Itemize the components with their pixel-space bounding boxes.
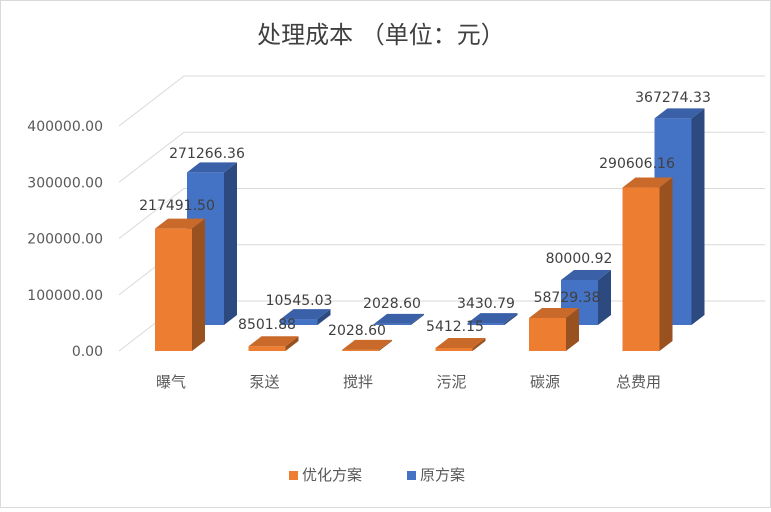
bar-top-face	[280, 309, 331, 320]
bar-front-face	[467, 323, 505, 325]
bar-side-face	[285, 336, 299, 351]
x-category-label: 搅拌	[343, 373, 373, 391]
bar	[561, 269, 611, 325]
bar-top-face	[248, 336, 299, 347]
x-category-label: 碳源	[530, 373, 560, 391]
data-labels: 271266.36 217491.50 10545.03 8501.88 2028.60…	[139, 90, 711, 339]
bar-side-face	[379, 339, 392, 351]
y-axis-ticks: 0.00 100000.00 200000.00 300000.00 400000.00	[27, 119, 103, 360]
bar-top-face	[654, 108, 705, 119]
chart-title: 处理成本 （单位：元）	[257, 21, 505, 49]
bar-side-face	[224, 162, 237, 325]
bar	[342, 339, 392, 351]
data-label: 10545.03	[266, 293, 333, 309]
bar-top-face	[529, 307, 579, 318]
bar-front-face	[622, 187, 660, 351]
bars	[155, 108, 705, 351]
bar-side-face	[411, 313, 424, 325]
bar-top-face	[342, 339, 392, 350]
gridline	[118, 188, 765, 239]
data-label: 3430.79	[457, 296, 515, 312]
bar-front-face	[435, 347, 473, 351]
legend-swatch-series-1	[289, 471, 298, 480]
bar-front-face	[248, 346, 286, 351]
bar-side-face	[691, 108, 705, 325]
bar-top-face	[622, 177, 673, 188]
bar	[435, 337, 486, 351]
bar	[622, 177, 673, 351]
bar-side-face	[317, 309, 331, 325]
x-axis-categories: 曝气 泵送 搅拌 污泥 碳源 总费用	[156, 373, 661, 391]
y-tick-label: 400000.00	[27, 119, 103, 135]
data-label: 80000.92	[546, 251, 613, 267]
legend: 优化方案 原方案	[289, 466, 465, 484]
bar-top-face	[467, 313, 518, 324]
data-label: 2028.60	[328, 323, 386, 339]
data-label: 5412.15	[426, 319, 484, 335]
y-tick-label: 100000.00	[27, 288, 103, 304]
y-tick-label: 200000.00	[27, 232, 103, 248]
bar	[248, 336, 299, 351]
data-label: 290606.16	[599, 156, 675, 172]
bar-side-face	[504, 313, 518, 325]
data-label: 217491.50	[139, 198, 215, 214]
bar-top-face	[561, 269, 611, 280]
legend-swatch-series-2	[407, 471, 416, 480]
bar	[155, 218, 205, 351]
data-label: 2028.60	[363, 296, 421, 312]
bar	[374, 313, 424, 325]
data-label: 271266.36	[169, 146, 245, 162]
legend-label-series-2: 原方案	[420, 466, 465, 484]
bar-top-face	[374, 313, 424, 324]
x-category-label: 总费用	[616, 373, 661, 391]
bar-side-face	[659, 177, 673, 351]
data-label: 58729.38	[534, 290, 601, 306]
bar-side-face	[192, 218, 205, 351]
bar-top-face	[435, 337, 486, 348]
bar	[467, 313, 518, 325]
bar-side-face	[598, 269, 611, 325]
legend-label-series-1: 优化方案	[302, 466, 362, 484]
bar-front-face	[280, 319, 318, 325]
bar-side-face	[566, 307, 579, 351]
data-label: 8501.88	[238, 317, 296, 333]
bar	[529, 307, 579, 351]
bar-side-face	[472, 337, 486, 351]
bar-top-face	[155, 218, 205, 229]
bar-front-face	[374, 323, 411, 325]
gridline	[118, 75, 765, 127]
x-category-label: 污泥	[436, 373, 466, 391]
bar-top-face	[187, 162, 237, 173]
y-tick-label: 300000.00	[27, 175, 103, 191]
bar-front-face	[342, 349, 379, 351]
x-category-label: 泵送	[249, 373, 279, 391]
bar	[280, 309, 331, 325]
gridline	[118, 131, 765, 183]
data-label: 367274.33	[635, 90, 711, 106]
x-category-label: 曝气	[156, 373, 186, 391]
y-tick-label: 0.00	[72, 344, 103, 360]
bar-front-face	[529, 317, 566, 351]
bar-front-face	[155, 228, 192, 351]
